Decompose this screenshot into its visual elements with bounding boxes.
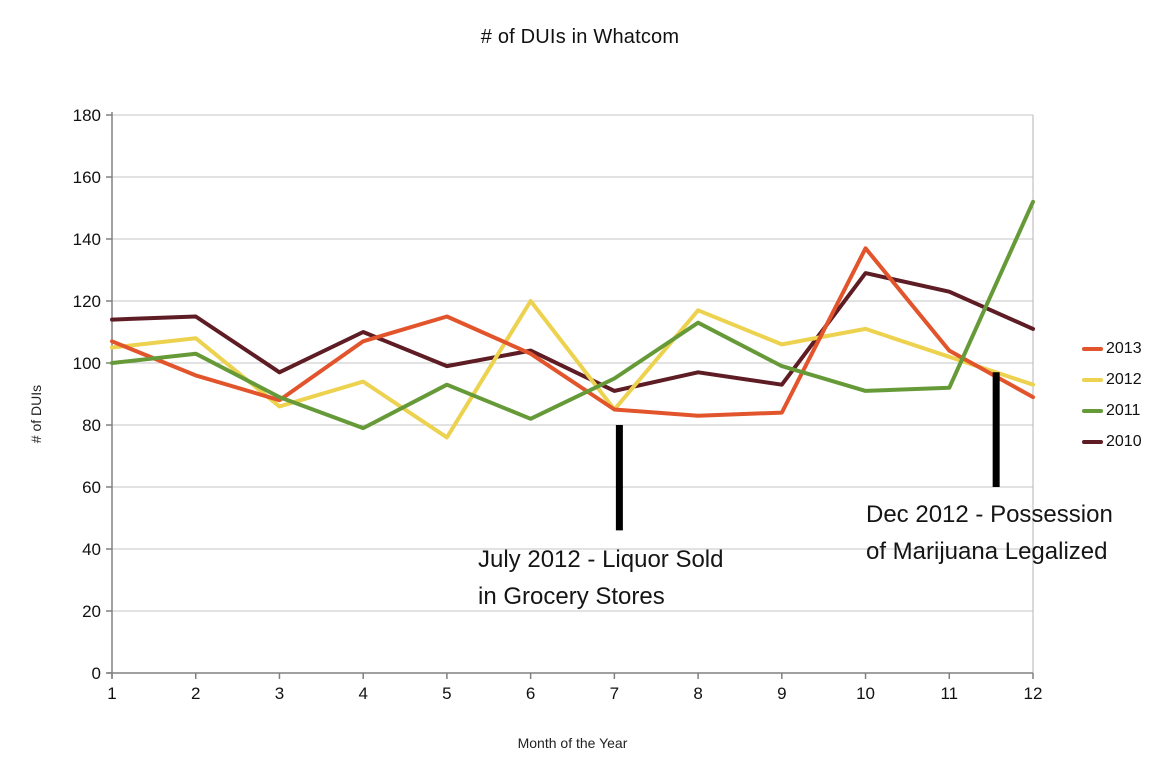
x-tick-label: 6	[526, 684, 535, 703]
y-tick-label: 20	[82, 602, 101, 621]
legend-swatch-2011	[1082, 408, 1103, 413]
y-tick-label: 60	[82, 478, 101, 497]
annotation-dec-line2: of Marijuana Legalized	[866, 538, 1108, 565]
x-tick-label: 10	[856, 684, 875, 703]
annotation-dec-line1: Dec 2012 - Possession	[866, 501, 1113, 528]
legend-swatch-2013	[1082, 346, 1103, 351]
legend-label-2011: 2011	[1106, 401, 1141, 419]
legend-swatch-2012	[1082, 377, 1103, 382]
legend-item-2010: 2010	[1082, 426, 1142, 457]
legend-label-2012: 2012	[1106, 370, 1142, 388]
series-line-2013	[110, 246, 1035, 418]
x-tick-label: 9	[777, 684, 786, 703]
x-tick-label: 8	[693, 684, 702, 703]
x-tick-label: 5	[442, 684, 451, 703]
x-axis-title: Month of the Year	[517, 735, 628, 751]
x-tick-label: 1	[107, 684, 116, 703]
legend-label-2010: 2010	[1106, 432, 1142, 450]
x-tick-label: 2	[191, 684, 200, 703]
y-tick-label: 100	[73, 354, 101, 373]
x-tick-label: 3	[275, 684, 284, 703]
x-tick-label: 12	[1024, 684, 1043, 703]
y-tick-label: 120	[73, 292, 101, 311]
legend-item-2013: 2013	[1082, 333, 1142, 364]
chart-title: # of DUIs in Whatcom	[480, 26, 680, 48]
legend-swatch-2010	[1082, 439, 1103, 444]
series-line-2011	[110, 199, 1035, 431]
y-tick-label: 160	[73, 168, 101, 187]
legend-item-2012: 2012	[1082, 364, 1142, 395]
y-tick-label: 140	[73, 230, 101, 249]
y-tick-label: 80	[82, 416, 101, 435]
legend-item-2011: 2011	[1082, 395, 1142, 426]
x-tick-label: 4	[358, 684, 367, 703]
series-line-2010	[110, 271, 1035, 393]
legend: 2013 2012 2011 2010	[1082, 333, 1142, 457]
annotation-july-line2: in Grocery Stores	[478, 583, 665, 610]
x-tick-label: 7	[610, 684, 619, 703]
annotation-july-line1: July 2012 - Liquor Sold	[478, 546, 724, 573]
legend-label-2013: 2013	[1106, 339, 1142, 357]
y-tick-label: 0	[92, 664, 101, 683]
y-tick-label: 180	[73, 106, 101, 125]
x-tick-label: 11	[940, 684, 958, 703]
y-tick-label: 40	[82, 540, 101, 559]
annotation-dec: Dec 2012 - Possession of Marijuana Legal…	[866, 496, 1113, 570]
annotation-july: July 2012 - Liquor Sold in Grocery Store…	[478, 541, 723, 615]
